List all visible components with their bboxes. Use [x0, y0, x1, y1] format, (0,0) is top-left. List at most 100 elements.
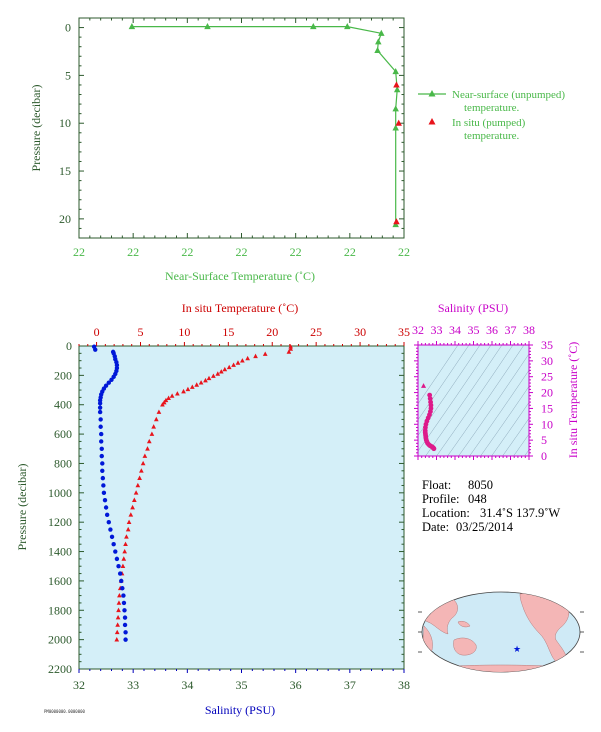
salinity-point [99, 446, 104, 451]
ts-density-contour [491, 401, 529, 456]
float-value: 8050 [468, 478, 493, 492]
salinity-point [101, 490, 107, 496]
profile-bottom-tick-label: 33 [127, 678, 139, 692]
salinity-point [99, 453, 104, 459]
ts-point [431, 446, 437, 452]
temperature-point [142, 453, 148, 458]
ts-density-contour [480, 385, 529, 456]
date-value: 03/25/2014 [456, 520, 513, 534]
near-surface-plot-frame [78, 17, 405, 239]
salinity-point [101, 483, 106, 488]
temperature-point [125, 526, 131, 532]
salinity-point [122, 615, 128, 620]
temperature-point [133, 490, 139, 495]
profile-bottom-tick-label: 36 [290, 678, 302, 692]
ts-x-axis-label: Salinity (PSU) [438, 301, 508, 315]
location-map: ★ [418, 591, 584, 673]
temperature-point [245, 355, 250, 361]
temperature-point [123, 541, 128, 547]
profile-value: 048 [468, 492, 487, 506]
ts-x-tick-label: 32 [412, 323, 424, 337]
profile-top-axis-label: In situ Temperature (˚C) [182, 301, 299, 315]
ts-density-contour [418, 345, 459, 405]
temperature-point [203, 377, 208, 383]
temperature-point [160, 402, 165, 407]
salinity-point [121, 593, 126, 598]
salinity-point [100, 461, 105, 466]
ts-y-tick-label: 10 [541, 417, 553, 431]
profile-top-tick-label: 30 [354, 325, 366, 339]
ts-x-tick-label: 35 [468, 323, 480, 337]
profile-label: Profile: [422, 492, 460, 506]
salinity-point [121, 600, 127, 606]
temperature-point [149, 431, 155, 436]
pumped-temperature-point [393, 81, 400, 88]
profile-bottom-axis-label: Salinity (PSU) [205, 703, 275, 717]
unpumped-temperature-line [131, 26, 398, 225]
ts-y-axis-label: In situ Temperature (˚C) [566, 342, 580, 459]
temperature-point [114, 629, 120, 635]
profile-y-tick-label: 2000 [48, 633, 72, 647]
temperature-point [235, 360, 241, 365]
ts-density-contour [458, 353, 529, 456]
salinity-point [104, 512, 110, 518]
temperature-point [206, 375, 212, 381]
near-surface-x-tick-label: 22 [236, 245, 248, 259]
profile-top-tick-label: 10 [178, 325, 190, 339]
profile-y-tick-label: 600 [54, 427, 72, 441]
salinity-point [108, 527, 113, 532]
temperature-point [139, 468, 144, 473]
profile-top-tick-label: 0 [94, 325, 100, 339]
temperature-point [114, 637, 120, 642]
ts-density-contour [447, 345, 525, 456]
temperature-point [218, 369, 224, 374]
temperature-point [253, 353, 258, 359]
temperature-point [135, 482, 141, 488]
profile-top-tick-label: 35 [398, 325, 410, 339]
ts-x-tick-label: 33 [431, 323, 443, 337]
temperature-point [137, 475, 142, 480]
near-surface-x-tick-label: 22 [181, 245, 193, 259]
temperature-point [222, 366, 228, 372]
ts-y-tick-label: 30 [541, 354, 553, 368]
profile-y-tick-label: 1000 [48, 486, 72, 500]
map-land-antarctica [429, 664, 576, 672]
temperature-point [153, 416, 159, 422]
temperature-point [194, 382, 200, 387]
ts-y-tick-label: 5 [541, 433, 547, 447]
salinity-point [109, 377, 114, 382]
salinity-point [103, 505, 109, 510]
temperature-point [286, 349, 292, 354]
temperature-point [240, 358, 245, 363]
profile-row: Profile: 048 [422, 492, 560, 506]
near-surface-x-tick-label: 22 [73, 245, 85, 259]
ts-x-tick-label: 38 [523, 323, 535, 337]
salinity-point [114, 556, 120, 562]
profile-bottom-tick-label: 35 [236, 678, 248, 692]
ts-density-contour [469, 369, 529, 456]
salinity-point [102, 497, 108, 503]
temperature-point [145, 446, 150, 451]
near-surface-legend: Near-surface (unpumped) temperature. In s… [418, 89, 565, 142]
near-surface-x-tick-label: 22 [344, 245, 356, 259]
temperature-point [131, 497, 137, 502]
profile-y-axis-label: Pressure (decibar) [15, 464, 29, 551]
salinity-point [106, 519, 111, 525]
salinity-point [117, 571, 123, 576]
salinity-point [120, 586, 125, 591]
unpumped-temperature-point [204, 23, 211, 30]
salinity-point [99, 439, 104, 444]
profile-y-tick-label: 1600 [48, 574, 72, 588]
profile-bottom-tick-label: 34 [181, 678, 193, 692]
temperature-point [226, 364, 232, 370]
temperature-point [156, 409, 162, 414]
unpumped-temperature-point [392, 105, 399, 112]
ts-density-contour [524, 449, 529, 456]
temperature-point [126, 519, 132, 525]
profile-y-tick-label: 0 [66, 339, 72, 353]
ts-density-contour [502, 417, 529, 456]
float-location-marker-icon: ★ [513, 644, 521, 654]
ts-y-tick-label: 0 [541, 449, 547, 463]
temperature-point [175, 391, 180, 396]
